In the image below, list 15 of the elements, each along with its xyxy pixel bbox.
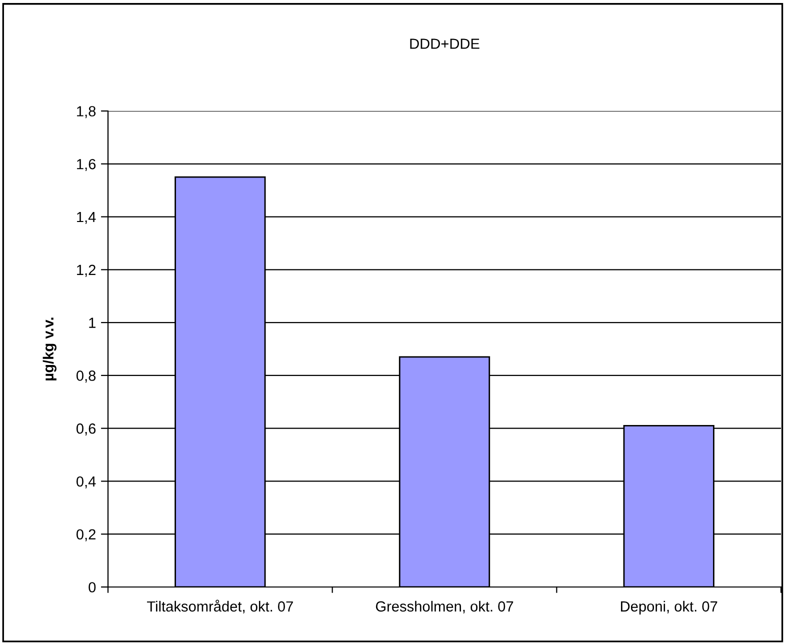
y-tick-label: 0,4: [76, 476, 96, 488]
y-tick-label: 1,6: [77, 158, 96, 172]
chart-title: DDD+DDE: [410, 38, 480, 49]
x-tick-label: Tiltaksområdet, okt. 07: [147, 600, 293, 614]
y-tick-label: 1,4: [77, 212, 96, 224]
y-tick-label: 0,2: [76, 529, 96, 542]
x-tick-label: Gressholmen, okt. 07: [376, 600, 514, 614]
y-tick-label: 1: [89, 318, 96, 328]
y-tick-label: 1,2: [77, 264, 96, 277]
y-tick-label: 0: [88, 582, 96, 592]
y-tick-label: 1,8: [77, 106, 96, 118]
y-tick-label: 0,6: [76, 423, 96, 436]
x-tick-label: Deponi, okt. 07: [620, 600, 718, 614]
y-tick-label: 0,8: [76, 370, 96, 383]
y-axis-title: µg/kg v.v.: [42, 318, 56, 380]
